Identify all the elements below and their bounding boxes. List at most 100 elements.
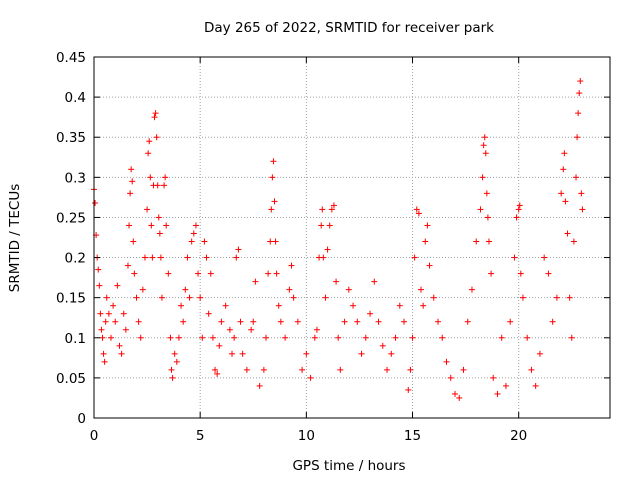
data-point [415, 210, 422, 217]
data-point [184, 254, 191, 261]
data-point [502, 382, 509, 389]
data-point [319, 206, 326, 213]
data-point [103, 294, 110, 301]
data-point [528, 366, 535, 373]
data-point [192, 222, 199, 229]
data-point [277, 318, 284, 325]
data-point [199, 334, 206, 341]
data-point [367, 310, 374, 317]
data-point [156, 230, 163, 237]
data-point [149, 254, 156, 261]
data-point [145, 150, 152, 157]
y-tick-label: 0.25 [56, 210, 86, 226]
data-point [498, 334, 505, 341]
data-point [426, 262, 433, 269]
data-point [173, 358, 180, 365]
data-point [477, 206, 484, 213]
data-point [326, 222, 333, 229]
data-point [320, 254, 327, 261]
data-point [536, 350, 543, 357]
data-point [102, 318, 109, 325]
data-point [564, 230, 571, 237]
data-point [313, 326, 320, 333]
data-point [379, 342, 386, 349]
data-point [271, 198, 278, 205]
data-point [483, 190, 490, 197]
data-point [330, 202, 337, 209]
data-point [162, 174, 169, 181]
data-point [180, 318, 187, 325]
data-point [218, 318, 225, 325]
data-point [341, 318, 348, 325]
data-point [513, 214, 520, 221]
x-tick-label: 10 [298, 428, 315, 444]
data-point [481, 134, 488, 141]
data-point [137, 334, 144, 341]
data-point [118, 350, 125, 357]
data-point [272, 238, 279, 245]
data-point [480, 142, 487, 149]
data-point [439, 334, 446, 341]
data-point [151, 114, 158, 121]
data-point [405, 386, 412, 393]
data-point [354, 318, 361, 325]
data-point [464, 318, 471, 325]
data-point [105, 310, 112, 317]
data-point [411, 254, 418, 261]
data-point [226, 326, 233, 333]
data-point [561, 150, 568, 157]
y-tick-label: 0.05 [56, 371, 86, 387]
data-point [303, 350, 310, 357]
data-point [267, 238, 274, 245]
data-point [311, 334, 318, 341]
data-point [186, 294, 193, 301]
data-point [169, 374, 176, 381]
data-point [396, 302, 403, 309]
y-tick-label: 0.3 [65, 170, 86, 186]
data-point [299, 366, 306, 373]
data-point [190, 230, 197, 237]
data-point [178, 302, 185, 309]
data-point [388, 350, 395, 357]
data-point [98, 326, 105, 333]
data-point [473, 238, 480, 245]
data-point [443, 358, 450, 365]
data-point [511, 254, 518, 261]
data-point [560, 166, 567, 173]
data-point [375, 318, 382, 325]
data-point [133, 294, 140, 301]
data-point [371, 278, 378, 285]
data-point [201, 238, 208, 245]
data-point [171, 350, 178, 357]
data-point [263, 334, 269, 341]
data-point [468, 286, 475, 293]
x-tick-label: 20 [510, 428, 527, 444]
y-axis-label: SRMTID / TECUs [7, 184, 23, 292]
y-tick-label: 0.1 [65, 331, 86, 347]
data-point [384, 366, 391, 373]
data-point [422, 238, 429, 245]
data-point [524, 334, 531, 341]
data-point [350, 302, 357, 309]
chart-title: Day 265 of 2022, SRMTID for receiver par… [204, 20, 494, 36]
data-point [435, 318, 441, 325]
data-point [286, 286, 293, 293]
data-point [153, 134, 160, 141]
data-point [229, 350, 236, 357]
data-point [141, 254, 148, 261]
data-point [250, 318, 257, 325]
data-point [161, 182, 168, 189]
data-point [131, 270, 138, 277]
data-point [146, 138, 153, 145]
data-point [460, 366, 467, 373]
data-point [318, 222, 325, 229]
data-point [418, 286, 425, 293]
data-point [207, 270, 214, 277]
data-point [558, 190, 565, 197]
data-point [447, 374, 454, 381]
data-point [268, 206, 275, 213]
data-point [129, 178, 136, 185]
data-point [158, 294, 165, 301]
data-point [182, 286, 189, 293]
